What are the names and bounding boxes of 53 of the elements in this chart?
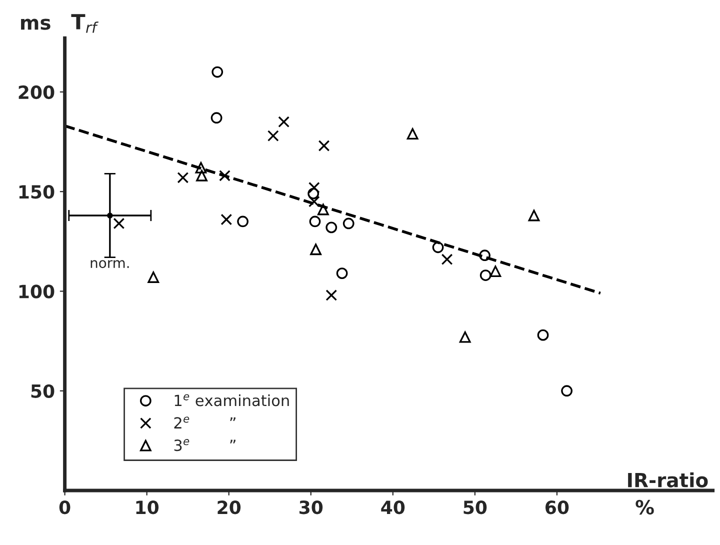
- point: [308, 182, 320, 194]
- point: [317, 204, 329, 216]
- point: [490, 266, 502, 277]
- point: [406, 128, 418, 140]
- point: [459, 331, 471, 343]
- point: [196, 170, 208, 182]
- x-tick-label: 10: [136, 500, 159, 514]
- point: [210, 112, 222, 124]
- x-tick-label: 30: [300, 500, 323, 514]
- point: [326, 222, 338, 234]
- x-tick-label: 60: [546, 500, 569, 514]
- point: [267, 130, 279, 142]
- y-tick-label: 150: [19, 185, 54, 199]
- point: [528, 210, 540, 222]
- point: [220, 214, 232, 226]
- text: 3$^{e}$ ”: [174, 439, 236, 452]
- x-tick-label: 40: [381, 500, 405, 514]
- point: [308, 196, 320, 208]
- text: %: [636, 500, 654, 515]
- point: [219, 170, 230, 182]
- text: ms: [21, 18, 50, 30]
- point: [212, 66, 224, 78]
- point: [309, 216, 321, 228]
- point: [278, 116, 290, 128]
- point: [326, 290, 338, 301]
- point: [342, 218, 354, 230]
- point: [318, 140, 330, 152]
- point: [479, 250, 490, 262]
- y-tick-label: 100: [19, 284, 54, 298]
- point: [195, 162, 207, 174]
- point: [310, 244, 322, 256]
- point: [237, 216, 248, 228]
- point: [113, 218, 125, 230]
- y-axis-title: T$_{rf}$: [71, 14, 98, 33]
- x-tick-label: 20: [218, 500, 241, 514]
- legend-label: 1$^{e}$ examination: [174, 394, 289, 406]
- point: [308, 188, 320, 200]
- point: [148, 272, 160, 283]
- y-tick-label: 200: [18, 85, 54, 100]
- x-tick-label: 0: [59, 500, 70, 514]
- point: [480, 270, 492, 281]
- x-axis-title: IR-ratio: [628, 472, 708, 488]
- annotation: norm.: [90, 260, 129, 268]
- point: [106, 212, 113, 218]
- point: [432, 242, 444, 254]
- point: [177, 172, 189, 184]
- y-tick-label: 50: [31, 384, 54, 398]
- text: 2$^{e}$ ”: [174, 416, 236, 428]
- point: [537, 329, 549, 341]
- point: [336, 268, 348, 279]
- point: [561, 385, 572, 397]
- point: [441, 254, 453, 266]
- x-tick-label: 50: [464, 500, 487, 514]
